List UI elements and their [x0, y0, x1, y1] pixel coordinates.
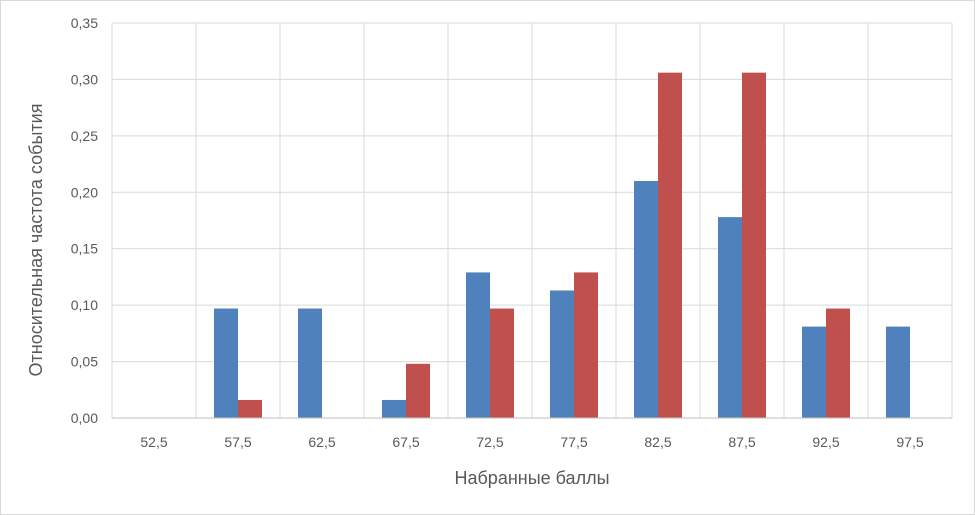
bar-series-1: [634, 181, 658, 418]
x-tick-label: 67,5: [392, 434, 419, 450]
y-tick-label: 0,05: [71, 354, 98, 370]
bar-series-2: [490, 308, 514, 418]
bar-series-1: [718, 217, 742, 418]
y-tick-label: 0,15: [71, 241, 98, 257]
bar-series-1: [466, 272, 490, 418]
x-axis-tick-labels: 52,5 57,5 62,5 67,5 72,5 77,5 82,5 87,5 92,5 97,5: [140, 434, 923, 450]
x-tick-label: 57,5: [224, 434, 251, 450]
bar-series-2: [406, 363, 430, 418]
bar-series-1: [886, 326, 910, 418]
bar-series-1: [298, 308, 322, 418]
y-tick-label: 0,25: [71, 128, 98, 144]
x-tick-label: 87,5: [728, 434, 755, 450]
bars: [214, 72, 910, 419]
bar-series-1: [214, 308, 238, 418]
y-tick-label: 0,10: [71, 297, 98, 313]
x-tick-label: 92,5: [812, 434, 839, 450]
bar-series-2: [574, 272, 598, 418]
x-axis-title: Набранные баллы: [454, 468, 609, 488]
bar-series-1: [382, 399, 406, 418]
x-tick-label: 77,5: [560, 434, 587, 450]
bar-series-2: [826, 308, 850, 418]
x-tick-label: 72,5: [476, 434, 503, 450]
y-tick-label: 0,35: [71, 15, 98, 31]
x-tick-label: 82,5: [644, 434, 671, 450]
x-tick-label: 52,5: [140, 434, 167, 450]
y-axis-tick-labels: 0,00 0,05 0,10 0,15 0,20 0,25 0,30 0,35: [71, 15, 98, 426]
y-axis-title: Относительная частота события: [26, 104, 46, 377]
bar-series-2: [658, 72, 682, 419]
bar-series-1: [550, 290, 574, 418]
x-tick-label: 62,5: [308, 434, 335, 450]
y-tick-label: 0,20: [71, 184, 98, 200]
bar-series-1: [802, 326, 826, 418]
y-tick-label: 0,00: [71, 410, 98, 426]
x-tick-label: 97,5: [896, 434, 923, 450]
bar-series-2: [238, 399, 262, 418]
bar-series-2: [742, 72, 766, 419]
y-tick-label: 0,30: [71, 71, 98, 87]
